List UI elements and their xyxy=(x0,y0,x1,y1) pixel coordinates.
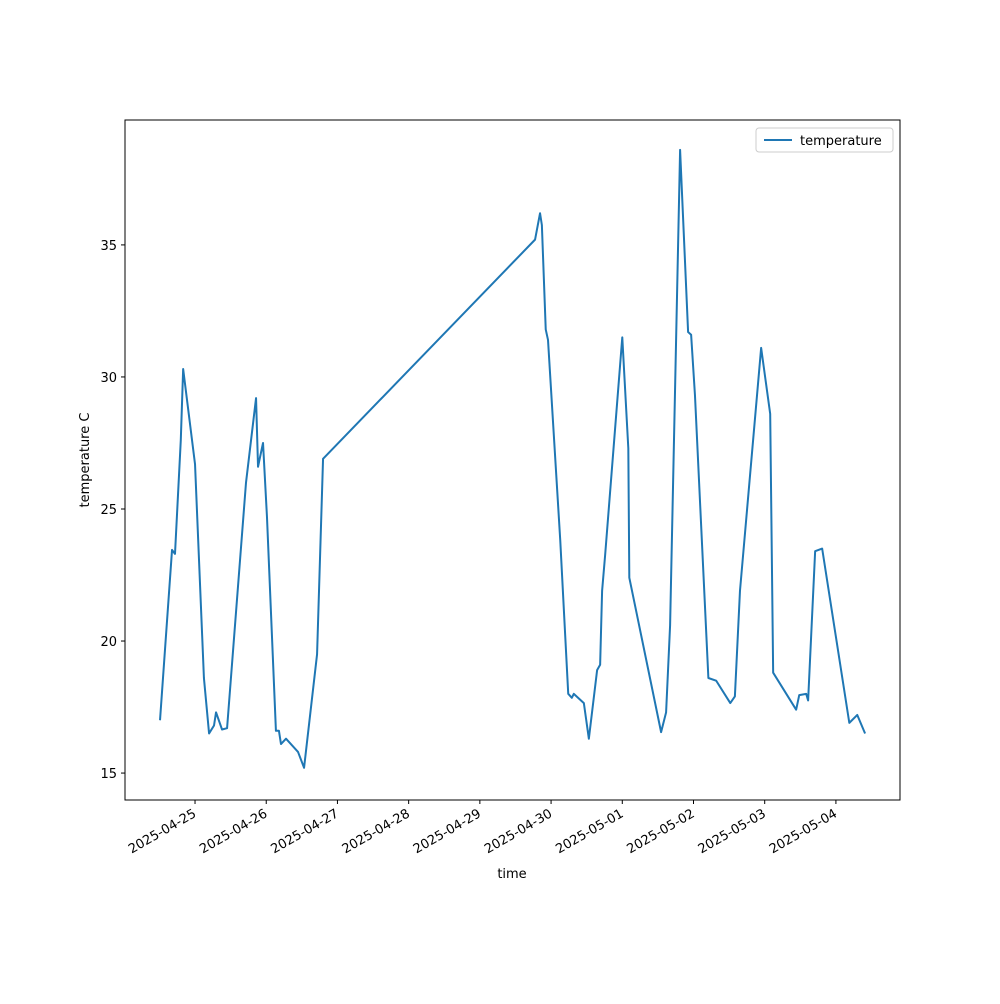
y-tick-label: 35 xyxy=(100,239,117,254)
plot-frame xyxy=(124,119,901,801)
y-tick-label: 15 xyxy=(100,767,117,782)
y-tick-label: 20 xyxy=(100,635,117,650)
legend-box xyxy=(755,127,894,153)
y-axis-label: temperature C xyxy=(78,413,93,508)
x-axis-label: time xyxy=(497,867,526,882)
y-tick-label: 30 xyxy=(100,371,117,386)
line xyxy=(159,148,867,769)
y-tick-label: 25 xyxy=(100,503,117,518)
legend-label: temperature xyxy=(800,134,882,149)
legend: temperature xyxy=(755,127,894,153)
